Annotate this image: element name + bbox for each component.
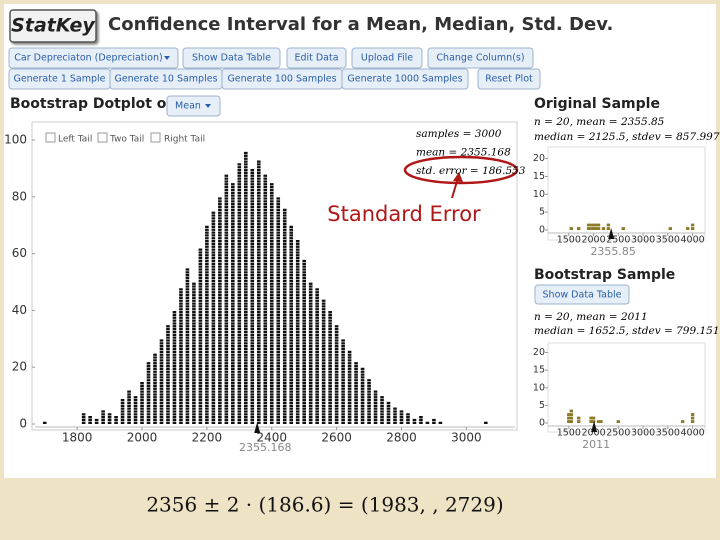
toolbar-button[interactable]	[341, 68, 469, 90]
original-stats: median = 2125.5, stdev = 857.997	[534, 131, 720, 143]
x-tick-label: 3500	[656, 428, 680, 439]
x-tick-label: 3000	[631, 428, 655, 439]
caret	[164, 56, 170, 60]
button-label: Generate 1 Sample	[13, 74, 105, 85]
y-tick-label: 15	[533, 365, 545, 376]
y-tick-label: 60	[12, 246, 27, 260]
bootstrap-stats: median = 1652.5, stdev = 799.151	[534, 325, 720, 337]
tail-label: Right Tail	[164, 135, 205, 145]
button-label: Car Depreciaton (Depreciation)	[14, 53, 162, 64]
original-stats: n = 20, mean = 2355.85	[534, 116, 665, 128]
y-tick-label: 20	[533, 347, 545, 358]
toolbar-button[interactable]	[8, 47, 179, 69]
marker-label: 2355.85	[590, 245, 636, 258]
y-tick-label: 40	[12, 303, 27, 317]
highlight-ellipse	[403, 155, 519, 185]
show-data-button[interactable]	[534, 284, 630, 305]
stat-line: mean = 2355.168	[416, 147, 511, 159]
y-tick-label: 0	[539, 225, 545, 236]
statistic-dropdown[interactable]	[166, 95, 221, 117]
original-title: Original Sample	[534, 96, 660, 112]
annotation: Standard Error	[327, 202, 481, 226]
button-label: Generate 1000 Samples	[347, 74, 462, 85]
toolbar-button[interactable]	[477, 68, 541, 90]
x-tick-label: 2800	[386, 431, 417, 445]
x-tick-label: 2000	[581, 428, 605, 439]
bootstrap-stats: n = 20, mean = 2011	[534, 311, 648, 323]
y-tick-label: 15	[533, 171, 545, 182]
y-tick-label: 80	[12, 189, 27, 203]
y-tick-label: 0	[19, 417, 27, 431]
dotplot-frame	[31, 121, 518, 431]
arrow-head	[453, 172, 463, 182]
y-tick-label: 10	[533, 189, 545, 200]
marker	[608, 228, 615, 239]
formula: 2356 ± 2 · (186.6) = (1983, , 2729)	[146, 493, 503, 517]
x-tick-label: 4000	[681, 428, 705, 439]
button-label: Reset Plot	[485, 74, 533, 85]
y-tick-label: 20	[12, 360, 27, 374]
button-label: Show Data Table	[543, 290, 622, 301]
logo-box	[9, 9, 97, 43]
dotplot-title: Bootstrap Dotplot of	[10, 96, 173, 112]
x-tick-label: 2500	[606, 428, 630, 439]
button-label: Change Column(s)	[436, 53, 524, 64]
y-tick-label: 10	[533, 382, 545, 393]
checkbox[interactable]	[97, 132, 108, 143]
x-tick-label: 4000	[681, 235, 705, 246]
x-tick-label: 3000	[451, 431, 482, 445]
x-tick-label: 2000	[581, 235, 605, 246]
x-tick-label: 2000	[127, 431, 158, 445]
x-tick-label: 1800	[62, 431, 93, 445]
y-tick-label: 0	[539, 418, 545, 429]
stat-line: samples = 3000	[416, 128, 502, 140]
toolbar-button[interactable]	[182, 47, 281, 69]
y-tick-label: 5	[539, 207, 545, 218]
checkbox[interactable]	[150, 132, 161, 143]
toolbar-button[interactable]	[351, 47, 423, 69]
marker	[591, 421, 598, 432]
page-title: Confidence Interval for a Mean, Median, …	[108, 14, 613, 35]
x-tick-label: 3500	[656, 235, 680, 246]
x-tick-label: 2500	[606, 235, 630, 246]
mini-frame	[547, 146, 706, 241]
y-tick-label: 20	[533, 153, 545, 164]
x-tick-label: 2400	[256, 431, 287, 445]
button-label: Edit Data	[294, 53, 338, 64]
statistic-label: Mean	[175, 101, 201, 112]
caret	[205, 104, 211, 108]
x-tick-label: 2600	[321, 431, 352, 445]
x-tick-label: 1500	[557, 235, 581, 246]
toolbar-button[interactable]	[286, 47, 347, 69]
toolbar-button[interactable]	[427, 47, 534, 69]
checkbox[interactable]	[45, 132, 56, 143]
marker	[254, 422, 261, 433]
marker-label: 2011	[582, 438, 610, 451]
stat-line: std. error = 186.553	[416, 165, 526, 177]
tail-label: Two Tail	[109, 135, 144, 145]
tail-label: Left Tail	[58, 135, 92, 145]
button-label: Upload File	[361, 53, 413, 64]
x-tick-label: 1500	[557, 428, 581, 439]
x-tick-label: 3000	[631, 235, 655, 246]
button-label: Generate 100 Samples	[227, 74, 336, 85]
button-label: Generate 10 Samples	[114, 74, 217, 85]
button-label: Show Data Table	[192, 53, 271, 64]
y-tick-label: 5	[539, 400, 545, 411]
marker-label: 2355.168	[239, 441, 292, 454]
x-tick-label: 2200	[192, 431, 223, 445]
y-tick-label: 100	[4, 133, 27, 147]
logo: StatKey	[11, 15, 96, 37]
bootstrap-title: Bootstrap Sample	[534, 267, 675, 283]
